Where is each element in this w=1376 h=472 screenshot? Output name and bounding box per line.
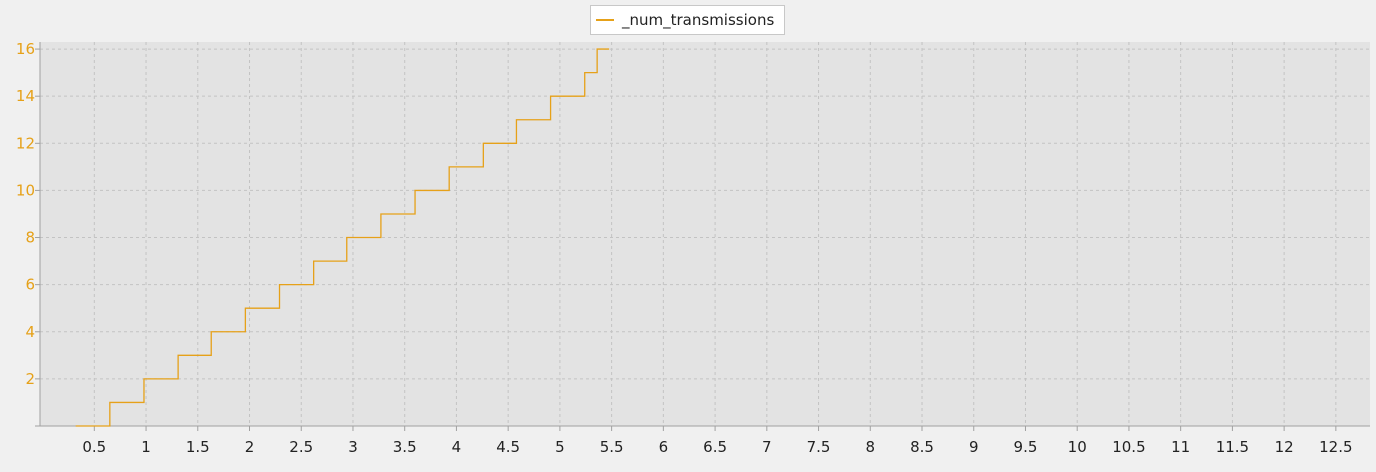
x-tick-label: 4 — [452, 438, 462, 456]
legend-label: _num_transmissions — [622, 11, 775, 29]
y-tick-label: 4 — [25, 323, 35, 341]
x-tick-label: 12 — [1275, 438, 1294, 456]
x-tick-label: 5.5 — [600, 438, 624, 456]
y-tick-label: 10 — [16, 181, 35, 199]
series-line — [75, 48, 610, 427]
y-tick-label: 14 — [16, 87, 35, 105]
x-tick-label: 3.5 — [393, 438, 417, 456]
y-tick-label: 12 — [16, 134, 35, 152]
y-tick-label: 16 — [16, 40, 35, 58]
y-tick-label: 6 — [25, 276, 35, 294]
x-tick-label: 8.5 — [910, 438, 934, 456]
legend[interactable]: _num_transmissions — [590, 5, 785, 35]
x-tick-label: 0.5 — [82, 438, 106, 456]
x-tick-label: 9 — [969, 438, 979, 456]
x-tick-label: 8 — [866, 438, 876, 456]
x-tick-label: 9.5 — [1014, 438, 1038, 456]
x-tick-label: 11.5 — [1216, 438, 1249, 456]
x-tick-label: 6.5 — [703, 438, 727, 456]
x-tick-label: 1.5 — [186, 438, 210, 456]
x-tick-label: 5 — [555, 438, 565, 456]
x-tick-label: 6 — [659, 438, 669, 456]
series-layer — [75, 48, 610, 427]
x-tick-label: 10.5 — [1112, 438, 1145, 456]
x-tick-label: 4.5 — [496, 438, 520, 456]
x-tick-label: 10 — [1068, 438, 1087, 456]
y-tick-label: 2 — [25, 370, 35, 388]
legend-swatch — [596, 19, 614, 21]
x-tick-label: 7 — [762, 438, 772, 456]
x-tick-label: 3 — [348, 438, 358, 456]
x-tick-label: 2.5 — [289, 438, 313, 456]
axes: 0.5 1 1.5 2 2.5 3 3.5 4 4.5 5 5.5 6 6.5 7 7.5 8 8.5 9 9.5 1… — [16, 40, 1370, 456]
x-tick-label: 12.5 — [1319, 438, 1352, 456]
x-tick-label: 2 — [245, 438, 255, 456]
y-tick-label: 8 — [25, 229, 35, 247]
x-tick-label: 1 — [141, 438, 151, 456]
x-tick-label: 11 — [1171, 438, 1190, 456]
plot-area — [40, 42, 1370, 426]
grid-lines — [40, 42, 1370, 427]
x-tick-label: 7.5 — [807, 438, 831, 456]
